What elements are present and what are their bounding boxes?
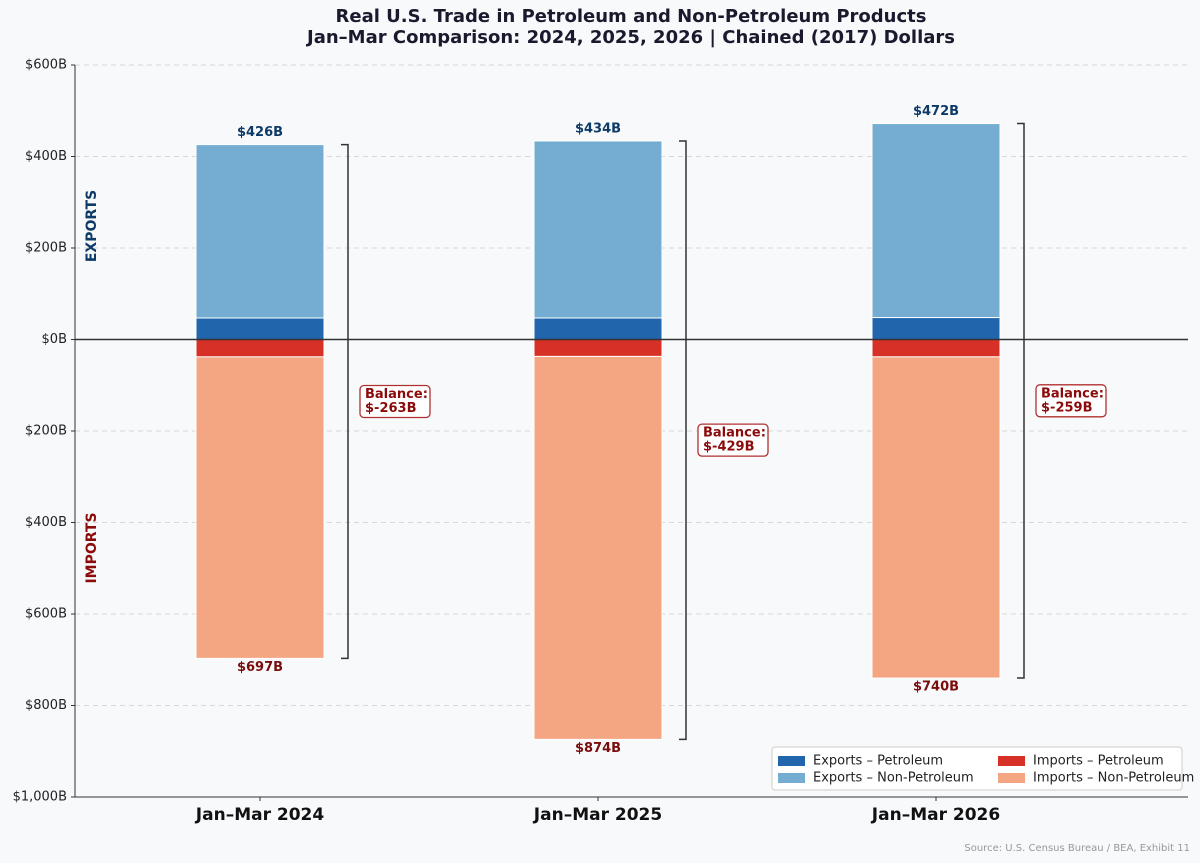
export-total-label: $434B [575,121,621,136]
export-total-label: $426B [237,125,283,140]
legend-swatch [998,756,1025,766]
balance-bracket [341,143,349,660]
bar-segment [195,144,325,319]
bar-segment [533,355,663,740]
legend-swatch [778,756,805,766]
x-tick-label: Jan–Mar 2024 [195,805,325,825]
x-tick-label: Jan–Mar 2025 [533,805,662,825]
import-total-label: $874B [575,741,621,756]
balance-bracket [679,140,687,741]
bar-segment [533,140,663,319]
y-tick-label: $400B [25,149,67,164]
legend-swatch [998,773,1025,783]
balance-box [359,384,431,419]
chart-title: Real U.S. Trade in Petroleum and Non-Pet… [336,6,927,27]
balance-box [697,423,769,457]
y-tick-label: $800B [25,698,67,713]
bar-segment [871,123,1001,319]
import-total-label: $697B [237,660,283,675]
legend-label: Exports – Non-Petroleum [813,771,974,786]
bar-segment [195,339,325,358]
exports-label: EXPORTS [84,190,100,262]
y-tick-label: $600B [25,607,67,622]
balance-bracket [1017,122,1025,679]
legend-swatch [778,773,805,783]
legend-label: Imports – Petroleum [1033,754,1164,769]
balance-title: Balance: [365,387,428,402]
bar-segment [871,356,1001,679]
y-tick-label: $200B [25,241,67,256]
bar-segment [871,339,1001,358]
legend-label: Exports – Petroleum [813,754,943,769]
bar-segment [195,356,325,659]
balance-value: $-259B [1041,400,1093,415]
bar-segment [533,339,663,357]
balance-title: Balance: [703,426,766,441]
balance-value: $-429B [703,440,755,455]
y-tick-label: $200B [25,424,67,439]
x-tick-label: Jan–Mar 2026 [871,805,1000,825]
bar-segment [533,317,663,340]
export-total-label: $472B [913,104,959,119]
y-tick-label: $400B [25,515,67,530]
import-total-label: $740B [913,680,959,695]
legend-box [771,746,1183,791]
imports-label: IMPORTS [84,512,100,583]
y-tick-label: $600B [25,58,67,73]
balance-title: Balance: [1041,386,1104,401]
bar-segment [871,317,1001,341]
y-tick-label: $1,000B [13,790,67,805]
balance-box [1035,384,1107,418]
legend-label: Imports – Non-Petroleum [1033,771,1194,786]
bar-segment [195,317,325,340]
y-tick-label: $0B [42,332,67,347]
chart-subtitle: Jan–Mar Comparison: 2024, 2025, 2026 | C… [305,27,955,48]
source-note: Source: U.S. Census Bureau / BEA, Exhibi… [964,843,1190,854]
balance-value: $-263B [365,401,417,416]
